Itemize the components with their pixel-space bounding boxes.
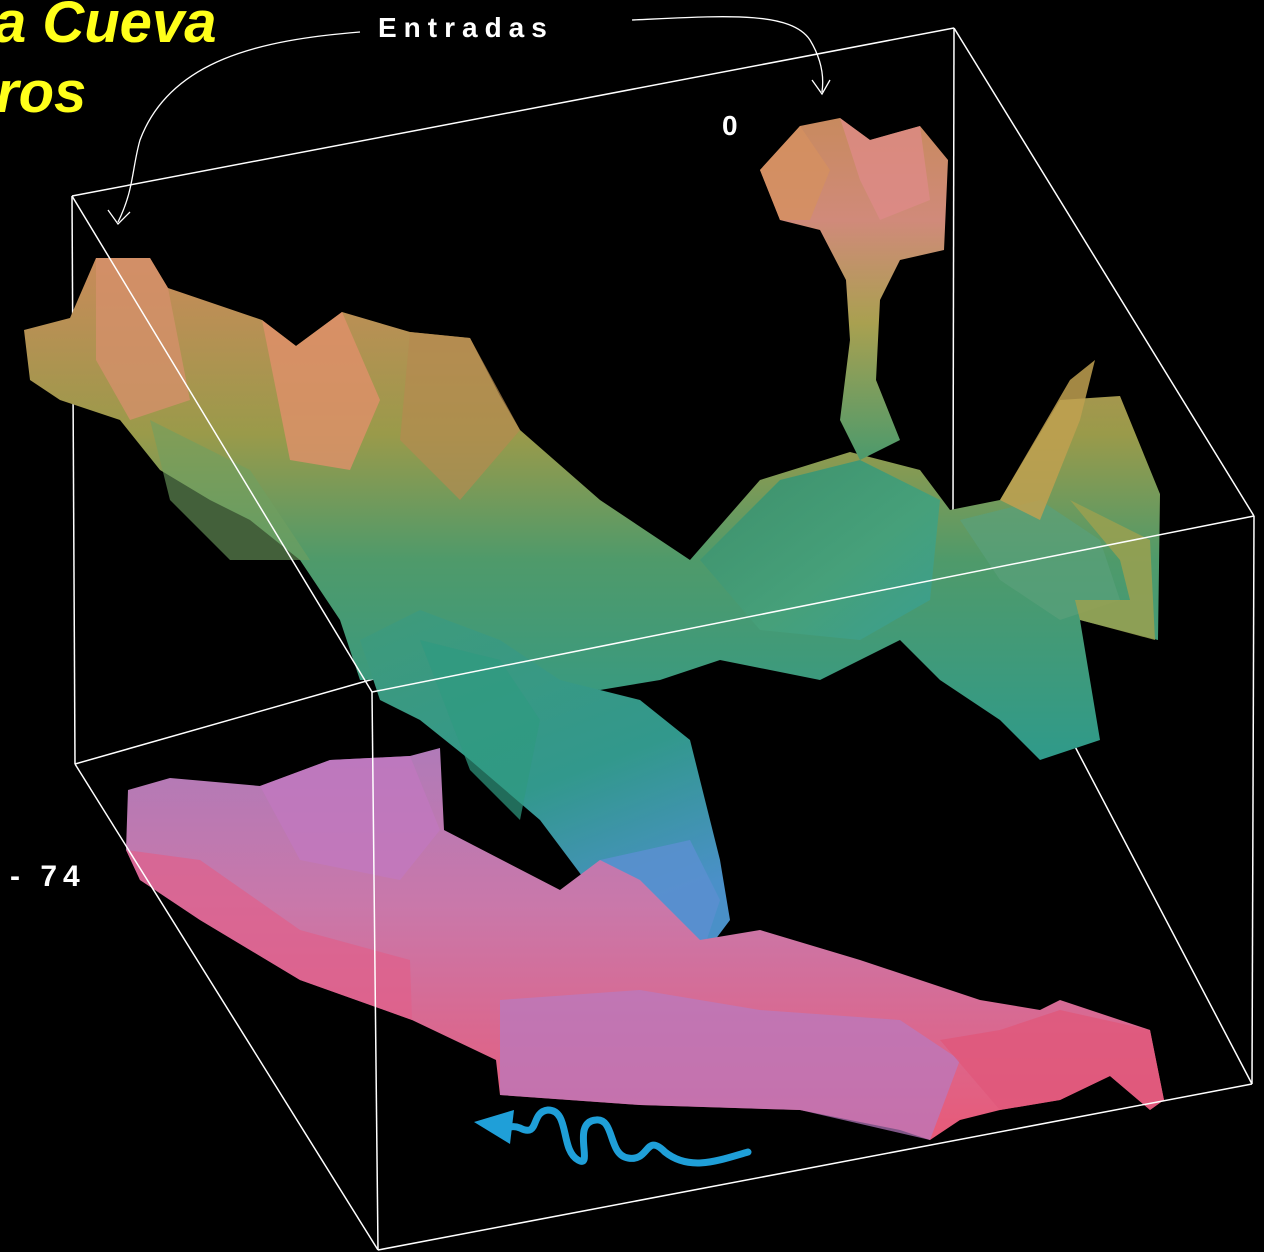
- upper-cave-level: [24, 258, 1160, 760]
- water-flow-arrow-icon: [474, 1106, 752, 1167]
- bounding-box-front: [71, 195, 1255, 1251]
- title-line-2: ros: [0, 60, 87, 125]
- depth-label-bottom: - 74: [10, 860, 86, 893]
- curved-arrow-icon: [107, 16, 831, 226]
- lower-cave-level: [126, 748, 1164, 1140]
- entrance-shaft: [760, 118, 948, 460]
- depth-label-top: 0: [722, 110, 738, 141]
- entrances-label: Entradas: [378, 12, 554, 43]
- title-line-1: a Cueva: [0, 0, 217, 55]
